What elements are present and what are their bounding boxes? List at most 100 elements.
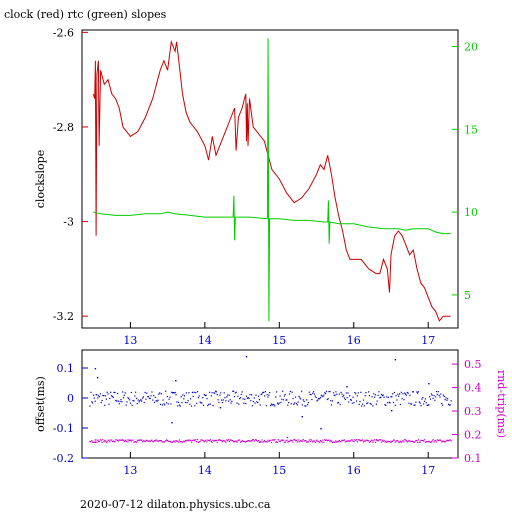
point-offset: [366, 402, 368, 405]
point-offset: [200, 402, 202, 404]
point-offset: [423, 403, 425, 405]
point-rnd-trip: [127, 441, 129, 443]
point-rnd-trip: [371, 440, 373, 442]
point-offset: [408, 402, 410, 404]
point-rnd-trip: [245, 441, 247, 443]
point-rnd-trip: [388, 440, 390, 443]
point-rnd-trip: [106, 441, 108, 443]
point-offset: [217, 399, 219, 401]
point-rnd-trip: [295, 439, 297, 441]
point-rnd-trip: [225, 441, 227, 443]
point-offset: [175, 394, 177, 396]
point-offset: [106, 391, 108, 393]
point-offset: [353, 402, 355, 404]
point-rnd-trip: [165, 440, 167, 442]
point-offset: [219, 394, 221, 396]
point-rnd-trip: [408, 439, 410, 441]
point-rnd-trip: [202, 440, 205, 442]
point-rnd-trip: [118, 439, 120, 441]
point-offset: [307, 402, 309, 404]
point-rnd-trip: [91, 440, 93, 442]
point-rnd-trip: [221, 440, 223, 442]
point-offset: [207, 405, 209, 407]
point-offset: [394, 404, 396, 406]
point-offset: [121, 401, 123, 403]
point-offset: [133, 400, 135, 402]
top-x-tick-label: 14: [198, 334, 212, 347]
point-rnd-trip: [233, 441, 235, 443]
point-rnd-trip: [209, 439, 211, 441]
point-offset: [405, 394, 407, 396]
point-rnd-trip: [347, 440, 349, 442]
point-rnd-trip: [422, 439, 424, 442]
point-offset: [268, 394, 270, 396]
point-rnd-trip: [119, 439, 121, 441]
point-offset: [450, 400, 452, 402]
point-rnd-trip: [131, 439, 133, 441]
point-rnd-trip: [226, 439, 228, 441]
point-offset: [94, 400, 96, 402]
point-rnd-trip: [263, 441, 265, 443]
point-rnd-trip: [414, 441, 416, 443]
point-offset: [436, 393, 438, 396]
point-offset: [379, 397, 381, 399]
point-rnd-trip: [195, 439, 197, 441]
point-offset: [174, 391, 176, 394]
point-offset: [378, 391, 380, 393]
point-offset: [285, 399, 287, 401]
point-offset: [437, 391, 439, 393]
point-rnd-trip: [89, 440, 91, 442]
point-offset: [283, 395, 285, 397]
point-rnd-trip: [185, 440, 187, 442]
point-rnd-trip: [141, 439, 143, 441]
point-offset: [273, 404, 275, 406]
point-offset: [307, 404, 309, 406]
bottom-x-tick-label: 14: [198, 464, 212, 477]
point-offset: [258, 395, 260, 397]
point-offset: [349, 395, 351, 397]
point-rnd-trip: [443, 441, 445, 443]
point-rnd-trip: [116, 439, 118, 441]
point-offset: [92, 394, 95, 396]
point-offset: [300, 398, 302, 400]
point-rnd-trip: [366, 439, 368, 441]
point-offset: [350, 399, 352, 401]
point-rnd-trip: [227, 440, 229, 442]
point-offset: [405, 393, 407, 395]
point-rnd-trip: [101, 441, 103, 443]
point-offset: [449, 404, 451, 406]
point-offset: [156, 400, 158, 402]
point-offset: [191, 391, 193, 393]
point-offset: [328, 391, 330, 393]
point-offset: [357, 392, 359, 394]
point-rnd-trip: [150, 439, 152, 441]
point-offset: [390, 396, 392, 398]
point-rnd-trip: [312, 441, 314, 443]
point-rnd-trip: [307, 441, 309, 443]
point-offset: [388, 401, 390, 403]
point-rnd-trip: [205, 439, 207, 441]
point-offset: [123, 394, 125, 396]
point-rnd-trip: [275, 441, 277, 443]
point-offset: [309, 393, 311, 395]
point-rnd-trip: [202, 439, 204, 441]
point-offset: [159, 392, 161, 394]
point-rnd-trip: [104, 440, 107, 442]
point-rnd-trip: [374, 441, 377, 443]
point-offset: [239, 397, 242, 399]
point-rnd-trip: [172, 441, 174, 443]
point-offset: [225, 400, 227, 402]
point-offset: [261, 393, 263, 395]
point-rnd-trip: [373, 440, 375, 442]
point-rnd-trip: [368, 440, 370, 442]
footer-caption: 2020-07-12 dilaton.physics.ubc.ca: [80, 498, 271, 511]
point-rnd-trip: [285, 440, 287, 442]
point-rnd-trip: [105, 441, 107, 443]
point-rnd-trip: [339, 441, 341, 443]
point-offset: [375, 403, 377, 405]
point-rnd-trip: [270, 441, 273, 443]
point-rnd-trip: [167, 440, 169, 442]
bottom-left-y-tick-label: 0.1: [57, 362, 75, 375]
point-offset: [380, 393, 383, 395]
point-offset: [290, 403, 292, 405]
